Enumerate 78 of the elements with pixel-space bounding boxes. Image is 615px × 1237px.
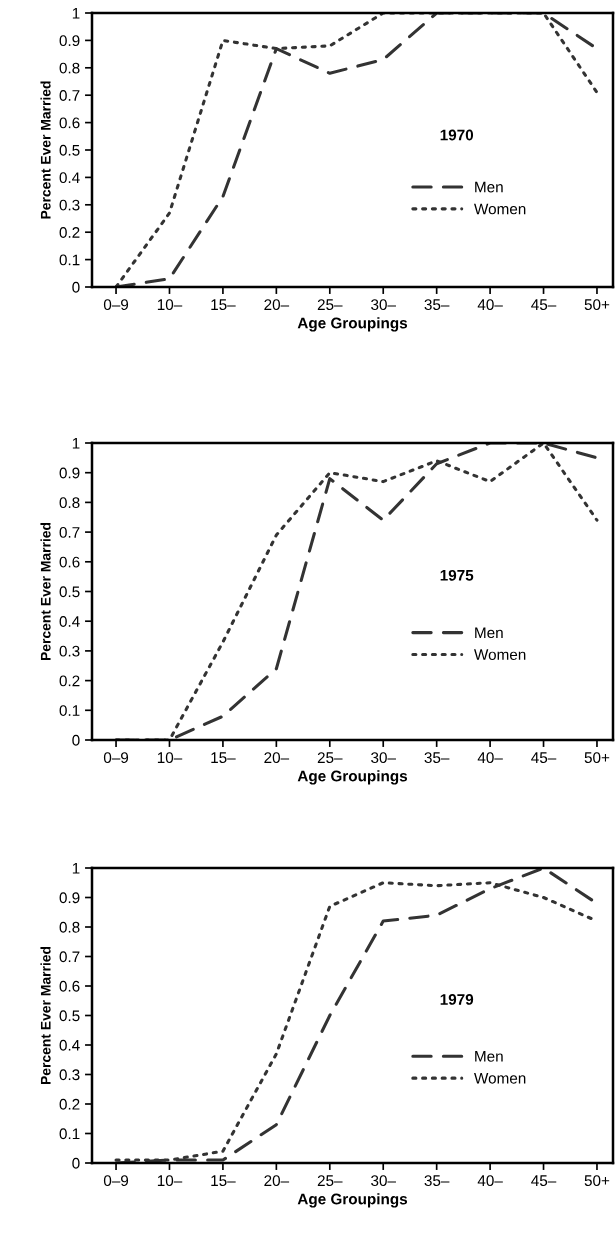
y-tick-label: 0 <box>72 281 80 293</box>
x-tick-label: 0–9 <box>103 752 129 764</box>
x-tick-label: 10– <box>157 752 183 764</box>
x-tick-label: 15– <box>211 1175 236 1187</box>
x-tick-label: 20– <box>264 1175 290 1187</box>
legend-label: Men <box>475 627 503 639</box>
x-tick-label: 50+ <box>584 752 610 764</box>
annotation: 1970 <box>440 129 474 141</box>
y-tick-label: 0 <box>72 734 80 746</box>
y-tick-label: 0.6 <box>59 980 80 992</box>
x-tick-label: 50+ <box>584 299 610 311</box>
x-tick-label: 30– <box>371 299 396 311</box>
y-axis-title: Percent Ever Married <box>40 81 51 219</box>
y-tick-label: 0.5 <box>59 1010 80 1022</box>
x-tick-label: 35– <box>424 299 450 311</box>
y-tick-label: 0.9 <box>59 467 80 479</box>
x-tick-label: 25– <box>317 1175 343 1187</box>
y-tick-label: 0.3 <box>59 1069 80 1081</box>
annotation: 1979 <box>440 994 474 1005</box>
x-tick-label: 30– <box>371 752 396 764</box>
y-tick-label: 0.6 <box>59 556 80 568</box>
y-tick-label: 0.1 <box>59 1128 80 1140</box>
y-axis-title: Percent Ever Married <box>40 946 51 1085</box>
y-tick-label: 0.4 <box>59 616 80 627</box>
y-tick-label: 0.7 <box>59 951 80 963</box>
y-tick-label: 0.1 <box>59 254 80 266</box>
y-tick-label: 0.4 <box>59 1039 80 1051</box>
x-tick-label: 15– <box>211 299 236 311</box>
x-tick-label: 45– <box>531 299 557 311</box>
x-tick-label: 15– <box>211 752 236 764</box>
x-tick-label: 0–9 <box>103 1175 129 1187</box>
y-tick-label: 0.8 <box>59 62 80 74</box>
x-tick-label: 25– <box>317 299 343 311</box>
legend-label: Women <box>474 1072 526 1084</box>
y-tick-label: 0.2 <box>59 227 80 238</box>
x-tick-label: 45– <box>531 752 557 764</box>
x-tick-label: 20– <box>264 299 290 311</box>
x-axis-title: Age Groupings <box>297 317 408 332</box>
x-tick-label: 0–9 <box>103 299 129 311</box>
x-tick-label: 45– <box>531 1175 557 1187</box>
x-tick-label: 40– <box>477 299 503 311</box>
y-tick-label: 1 <box>72 863 80 874</box>
x-tick-label: 10– <box>157 1175 183 1187</box>
x-tick-label: 35– <box>424 752 450 764</box>
annotation: 1975 <box>440 569 474 581</box>
y-tick-label: 0.4 <box>59 172 80 184</box>
y-tick-label: 0.8 <box>59 921 80 933</box>
x-tick-label: 25– <box>317 752 343 764</box>
x-tick-label: 20– <box>264 752 290 764</box>
legend-label: Women <box>474 203 526 215</box>
legend-label: Women <box>474 649 526 660</box>
y-tick-label: 1 <box>72 438 80 449</box>
y-tick-label: 0.5 <box>59 144 80 156</box>
x-tick-label: 40– <box>477 1175 503 1187</box>
y-tick-label: 0.7 <box>59 90 80 101</box>
y-tick-label: 0.2 <box>59 675 80 687</box>
x-axis-title: Age Groupings <box>297 770 408 785</box>
y-tick-label: 0.5 <box>59 586 80 598</box>
y-tick-label: 0.8 <box>59 497 80 509</box>
x-tick-label: 50+ <box>584 1175 610 1187</box>
x-tick-label: 10– <box>157 299 183 311</box>
y-tick-label: 0.7 <box>59 526 80 538</box>
x-axis-title: Age Groupings <box>297 1193 408 1208</box>
legend-label: Men <box>475 181 503 193</box>
y-tick-label: 1 <box>72 8 80 19</box>
y-tick-label: 0 <box>72 1157 80 1169</box>
x-tick-label: 30– <box>371 1175 396 1187</box>
legend-label: Men <box>475 1051 503 1062</box>
y-tick-label: 0.6 <box>59 117 80 129</box>
x-tick-label: 40– <box>477 752 503 764</box>
y-axis-title: Percent Ever Married <box>40 522 51 661</box>
y-tick-label: 0.1 <box>59 705 80 716</box>
y-tick-label: 0.9 <box>59 892 80 904</box>
y-tick-label: 0.2 <box>59 1098 80 1110</box>
y-tick-label: 0.9 <box>59 35 80 47</box>
y-tick-label: 0.3 <box>59 645 80 657</box>
y-tick-label: 0.3 <box>59 199 80 211</box>
x-tick-label: 35– <box>424 1175 450 1187</box>
